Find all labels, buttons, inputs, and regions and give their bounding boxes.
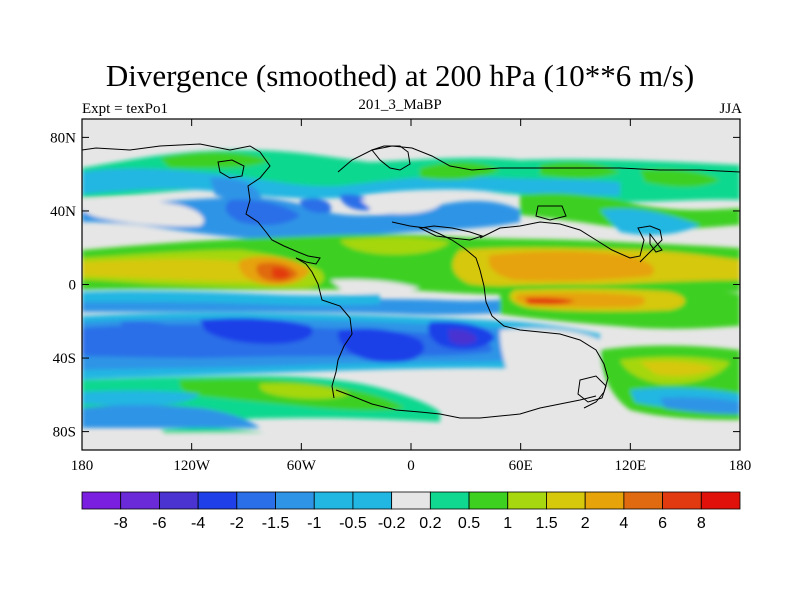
latitude-axis: 80N 40N 0 40S 80S (50, 130, 740, 441)
region-europe-yellow (340, 237, 450, 255)
region-neutral-n1 (82, 199, 204, 227)
season-label: JJA (719, 101, 742, 117)
colorbar-box (352, 491, 393, 510)
plot-title: Divergence (smoothed) at 200 hPa (10**6 … (105, 58, 695, 93)
lon-tick-label: 60W (287, 458, 317, 474)
coast-japan (649, 232, 663, 253)
lat-tick-label: 80S (53, 425, 76, 441)
region-neutral-sh (500, 328, 600, 401)
lat-tick-label: 0 (69, 278, 77, 294)
coast-antarctica-shelf (335, 389, 597, 419)
colorbar-box (662, 491, 702, 510)
lon-tick-label: 0 (407, 458, 415, 474)
region-asia-orange (488, 251, 654, 281)
coast-mediterranean (418, 225, 484, 241)
coast-southamerica (295, 257, 353, 399)
colorbar-level-label: 2 (581, 515, 590, 532)
colorbar-level-label: -6 (152, 515, 166, 532)
region-se-yellow (640, 361, 715, 376)
region-nh-green-3 (420, 162, 500, 180)
colorbar-level-label: -1 (307, 515, 321, 532)
region-equator-red-east (525, 297, 575, 305)
colorbar-box (120, 491, 160, 510)
lon-tick-label: 60E (509, 458, 533, 474)
coast-northamerica (82, 143, 321, 265)
region-nh-green-2 (160, 152, 270, 169)
region-40n-blue-dark (225, 199, 300, 226)
region-40n-blue (82, 197, 520, 240)
case-label: 201_3_MaBP (358, 97, 442, 113)
coast-greenland (371, 145, 411, 171)
coast-australia (577, 375, 607, 403)
region-40n-lightblue-east (600, 208, 700, 236)
region-40n-small-blue (300, 198, 331, 213)
region-sh-darkblue-e (380, 339, 410, 356)
region-se-blue (660, 397, 740, 414)
lon-tick-label: 120W (173, 458, 211, 474)
region-subtrop-yellow-w (82, 259, 290, 282)
lon-tick-label: 120E (614, 458, 646, 474)
colorbar-box (81, 491, 122, 510)
coast-hudson (217, 159, 245, 179)
colorbar-box (159, 491, 199, 510)
region-south-yellow (259, 383, 350, 399)
coastlines (82, 143, 740, 419)
region-amazon-red (272, 267, 290, 279)
colorbar-box (391, 491, 431, 510)
colorbar-level-label: -2 (230, 515, 244, 532)
colorbar-level-label: -0.2 (378, 515, 406, 532)
colorbar-box (623, 491, 663, 510)
colorbar-box (197, 491, 238, 510)
coast-tibet-box (535, 205, 567, 221)
colorbar-level-label: -0.5 (339, 515, 367, 532)
colorbar-box (700, 491, 741, 510)
colorbar-level-label: 8 (697, 515, 706, 532)
region-neutral-s (82, 431, 740, 450)
colorbar-box (429, 491, 470, 510)
coast-eurasia-w (337, 145, 740, 173)
colorbar-box (468, 491, 509, 510)
colorbar-level-label: 1 (503, 515, 512, 532)
region-40n-small-blue2 (340, 194, 371, 211)
lon-tick-label: 180 (71, 458, 94, 474)
region-neutral-eq (330, 279, 420, 294)
colorbar-level-label: 6 (658, 515, 667, 532)
colorbar-box (507, 491, 547, 510)
region-south-lightblue-w (82, 390, 200, 406)
colorbar-level-label: -4 (191, 515, 205, 532)
region-neutral-n2 (360, 197, 440, 214)
region-sh-indigo (448, 329, 477, 345)
colorbar-level-label: -8 (114, 515, 128, 532)
lon-tick-label: 180 (729, 458, 752, 474)
colorbar-box (236, 491, 276, 510)
divergence-field (82, 119, 740, 450)
region-nh-green-4 (540, 162, 620, 179)
colorbar-level-label: 4 (619, 515, 628, 532)
colorbar: -8 -6 -4 -2 -1.5 -1 -0.5 -0.2 0.2 0.5 1 1.5 2 4 6 8 (81, 491, 741, 532)
experiment-label: Expt = texPo1 (82, 101, 168, 117)
colorbar-level-label: 0.2 (419, 515, 441, 532)
lat-tick-label: 80N (50, 130, 76, 146)
region-sh-blue-patch (120, 321, 180, 337)
region-nh-green-5 (640, 169, 720, 187)
lat-tick-label: 40N (50, 204, 76, 220)
colorbar-box (275, 491, 315, 510)
region-sh-darkblue-w (200, 318, 313, 344)
colorbar-box (313, 491, 354, 510)
colorbar-box (546, 491, 586, 510)
region-south-blue-w (82, 405, 260, 428)
longitude-axis: 180 120W 60W 0 60E 120E 180 (71, 119, 752, 474)
coast-asia (479, 221, 663, 263)
colorbar-level-label: 0.5 (458, 515, 480, 532)
region-equator-lightblue (82, 291, 380, 306)
colorbar-level-label: -1.5 (262, 515, 290, 532)
lat-tick-label: 40S (53, 351, 76, 367)
colorbar-box (584, 491, 625, 510)
colorbar-level-label: 1.5 (535, 515, 557, 532)
